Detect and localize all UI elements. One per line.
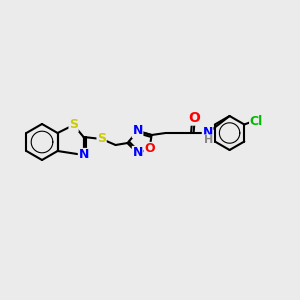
Text: N: N [132,146,143,160]
Text: N: N [202,127,213,140]
Text: Cl: Cl [250,115,263,128]
Text: S: S [69,118,78,131]
Text: N: N [132,124,143,137]
Text: O: O [189,111,200,125]
Text: S: S [97,133,106,146]
Text: O: O [144,142,155,155]
Text: H: H [204,135,213,145]
Text: N: N [78,148,89,161]
